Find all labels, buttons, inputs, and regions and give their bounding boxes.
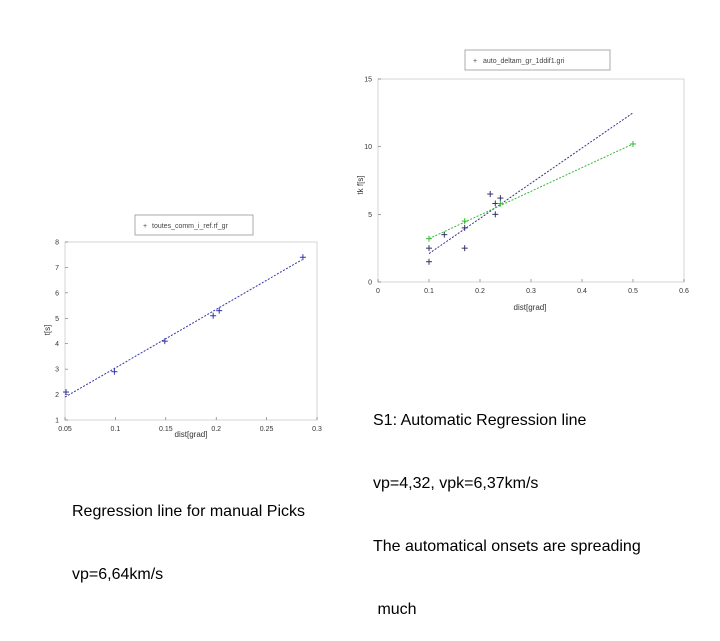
automatic-caption: S1: Automatic Regression line vp=4,32, v… [373, 368, 641, 641]
manual-marks [63, 254, 306, 398]
automatic-x-tick-label: 0.4 [577, 288, 587, 295]
manual-x-tick-label: 0.1 [111, 426, 121, 433]
automatic-y-tick-label: 15 [364, 77, 372, 84]
automatic-y-tick-label: 5 [368, 212, 372, 219]
auto-legend-box [464, 49, 611, 71]
auto-y-ticks: 0 5 10 15 [364, 77, 381, 287]
manual-data-point [216, 307, 223, 314]
manual-x-ticks: 0.05 0.1 0.15 0.2 0.25 0.3 [58, 417, 322, 433]
manual-picks-chart: + toutes_comm_i_ref.rf_gr 0.05 0.1 0.15 0.2… [43, 214, 322, 439]
automatic-x-tick-label: 0 [376, 288, 380, 295]
automatic-data-point [426, 235, 432, 242]
automatic-data-point [426, 245, 432, 252]
manual-x-tick-label: 0.25 [260, 426, 274, 433]
automatic-data-point [497, 195, 504, 202]
automatic-regression-chart: + auto_deltam_gr_1ddif1.gri 0 0.1 0.2 0.3 0.… [356, 49, 689, 312]
manual-y-tick-label: 8 [55, 240, 59, 247]
automatic-data-point [461, 218, 468, 225]
manual-legend-label: toutes_comm_i_ref.rf_gr [152, 223, 229, 230]
automatic-data-point [492, 200, 499, 207]
auto-plot-frame [377, 78, 685, 283]
manual-data-point [299, 254, 306, 261]
automatic-caption-line: S1: Automatic Regression line [373, 412, 587, 429]
auto-x-ticks: 0 0.1 0.2 0.3 0.4 0.5 0.6 [376, 279, 689, 295]
manual-data-point [111, 368, 118, 375]
automatic-caption-line: The automatical onsets are spreading [373, 538, 641, 555]
automatic-y-tick-label: 10 [364, 144, 372, 151]
manual-caption: Regression line for manual Picks vp=6,64… [72, 459, 305, 606]
manual-y-tick-label: 2 [55, 392, 59, 399]
manual-plot-frame [64, 241, 318, 421]
manual-x-tick-label: 0.3 [312, 426, 322, 433]
automatic-regression-line [428, 143, 634, 240]
automatic-regression-line [428, 112, 634, 254]
auto-legend-label: auto_deltam_gr_1ddif1.gri [483, 58, 565, 65]
automatic-x-tick-label: 0.6 [679, 288, 689, 295]
manual-y-ticks: 1 2 3 4 5 6 7 8 [55, 240, 68, 425]
manual-x-tick-label: 0.15 [159, 426, 173, 433]
manual-data-point [161, 338, 168, 345]
auto-x-axis-label: dist[grad] [514, 303, 547, 312]
manual-y-tick-label: 6 [55, 290, 59, 297]
automatic-data-point [492, 211, 499, 218]
automatic-x-tick-label: 0.2 [475, 288, 485, 295]
automatic-y-tick-label: 0 [368, 280, 372, 287]
automatic-data-point [461, 245, 468, 252]
manual-x-tick-label: 0.2 [211, 426, 221, 433]
auto-y-axis-label: tk f[s] [356, 175, 365, 194]
manual-legend-marker: + [143, 223, 147, 230]
auto-legend: + auto_deltam_gr_1ddif1.gri [464, 49, 611, 71]
manual-y-tick-label: 3 [55, 367, 59, 374]
manual-x-axis-label: dist[grad] [175, 430, 208, 439]
manual-caption-line: vp=6,64km/s [72, 566, 164, 583]
manual-data-point [210, 312, 217, 319]
auto-legend-marker: + [473, 58, 477, 65]
automatic-x-tick-label: 0.5 [628, 288, 638, 295]
automatic-x-tick-label: 0.1 [424, 288, 434, 295]
auto-marks [426, 112, 636, 265]
manual-caption-line: Regression line for manual Picks [72, 503, 305, 520]
manual-legend-box [134, 214, 254, 236]
automatic-data-point [426, 258, 432, 265]
manual-y-tick-label: 5 [55, 316, 59, 323]
automatic-data-point [630, 140, 636, 147]
automatic-caption-line: much [373, 601, 417, 618]
automatic-data-point [441, 231, 448, 238]
manual-y-tick-label: 1 [55, 418, 59, 425]
automatic-data-point [487, 191, 494, 198]
manual-y-axis-label: t[s] [43, 325, 52, 336]
automatic-x-tick-label: 0.3 [526, 288, 536, 295]
manual-y-tick-label: 4 [55, 341, 59, 348]
manual-regression-line [64, 259, 303, 398]
automatic-data-point [497, 200, 504, 207]
manual-legend: + toutes_comm_i_ref.rf_gr [134, 214, 254, 236]
manual-data-point [63, 389, 70, 396]
manual-x-tick-label: 0.05 [58, 426, 72, 433]
manual-y-tick-label: 7 [55, 265, 59, 272]
automatic-caption-line: vp=4,32, vpk=6,37km/s [373, 475, 539, 492]
